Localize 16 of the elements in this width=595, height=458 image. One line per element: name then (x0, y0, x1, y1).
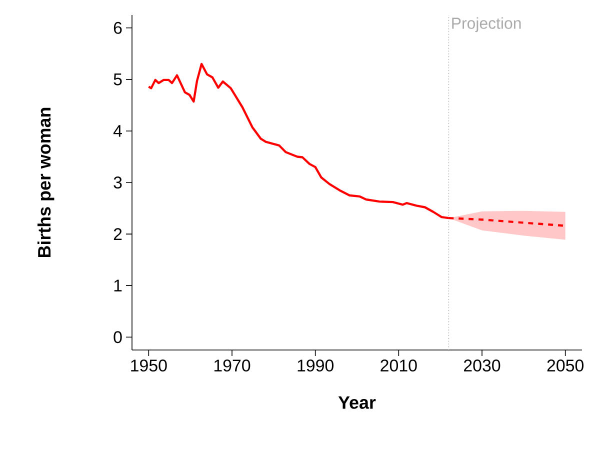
x-tick-label: 1990 (298, 360, 334, 372)
y-tick-label: 5 (114, 74, 122, 86)
y-tick-label: 1 (114, 280, 122, 292)
x-tick-label: 2010 (380, 360, 417, 372)
y-tick-label: 6 (114, 22, 122, 34)
x-tick-label: 2030 (464, 360, 500, 372)
x-tick-label: 2050 (547, 360, 584, 372)
y-tick-label: 3 (114, 176, 122, 189)
x-axis-title: Year (338, 396, 376, 409)
x-tick-label: 1950 (131, 360, 167, 372)
y-tick-label: 2 (114, 228, 122, 240)
y-tick-label: 0 (114, 331, 122, 344)
y-axis-title: Births per woman (37, 108, 54, 258)
x-tick-label: 1970 (214, 360, 250, 372)
y-tick-label: 4 (113, 125, 122, 137)
ref-line-label: Projection (452, 17, 521, 32)
